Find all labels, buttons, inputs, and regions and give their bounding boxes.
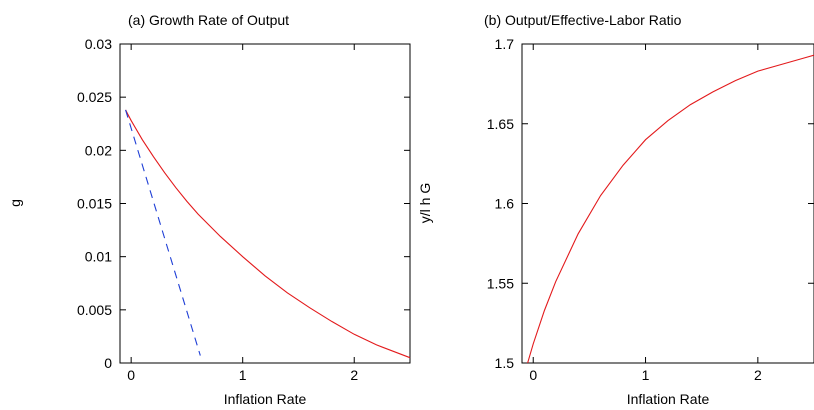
panel-b-ylabel-text: y/l h G [417, 183, 433, 223]
panel-a-series-dashed-line [125, 109, 201, 356]
panel-a-x-tick-label: 2 [350, 367, 358, 383]
panel-b-y-tick-label: 1.6 [495, 196, 515, 212]
panel-b-x-tick-label: 1 [642, 367, 650, 383]
panel-a-y-tick-label: 0.005 [77, 302, 112, 318]
panel-growth-rate: (a) Growth Rate of Output 0 1 200.0050.010… [7, 12, 411, 407]
panel-a-series [125, 109, 411, 359]
panel-b-xlabel: Inflation Rate [627, 391, 710, 407]
panel-a-y-tick-label: 0.015 [77, 196, 112, 212]
panel-b-y-tick-label: 1.5 [495, 355, 515, 371]
panel-b-y-tick-label: 1.7 [495, 36, 515, 52]
panel-b-x-tick-label: 2 [754, 367, 762, 383]
panel-b-series [527, 54, 814, 364]
panel-b-title: (b) Output/Effective-Labor Ratio [484, 12, 682, 28]
panel-a-title: (a) Growth Rate of Output [128, 12, 289, 28]
panel-output-effective-labor: (b) Output/Effective-Labor Ratio 0 1 2 1.5 1… [417, 12, 814, 407]
panel-a-x-tick-label: 1 [239, 367, 247, 383]
panel-a-plot-frame [119, 43, 411, 364]
panel-b-plot-frame [521, 43, 814, 364]
panel-a-ticks: 0 1 2 0 0.005 0.01 0.015 0.02 0.025 0.03 [77, 36, 410, 383]
panel-b-y-tick-label: 1.65 [487, 116, 514, 132]
panel-a-xlabel: Inflation Rate [224, 391, 307, 407]
panel-a-x-tick-label: 0 [127, 367, 135, 383]
panel-b-ticks: 0 1 2 1.5 1.55 1.6 1.65 1.7 [487, 36, 814, 383]
panel-b-y-tick-label: 1.55 [487, 275, 514, 291]
panel-b-x-tick-label: 0 [529, 367, 537, 383]
panel-b-ylabel: y/l h G [417, 183, 433, 223]
panel-a-y-tick-label: 0 [104, 355, 112, 371]
panel-a-y-tick-label: 0.03 [85, 36, 112, 52]
panel-a-y-tick-label: 0.01 [85, 249, 112, 265]
panel-a-ylabel: g [7, 199, 23, 207]
panel-a-series-solid-line [125, 109, 411, 359]
panel-a-y-tick-label: 0.02 [85, 142, 112, 158]
panel-a-y-tick-label: 0.025 [77, 89, 112, 105]
panel-b-series-solid-line [527, 54, 814, 364]
